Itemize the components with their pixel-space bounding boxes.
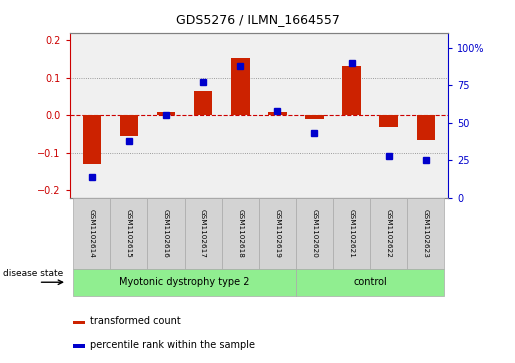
Text: GSM1102620: GSM1102620 xyxy=(312,209,317,258)
Bar xyxy=(380,115,398,127)
Text: GSM1102618: GSM1102618 xyxy=(237,209,243,258)
Text: GSM1102623: GSM1102623 xyxy=(423,209,429,258)
Bar xyxy=(268,112,287,115)
Bar xyxy=(231,58,249,115)
Bar xyxy=(110,198,147,269)
Bar xyxy=(370,198,407,269)
Bar xyxy=(407,198,444,269)
Bar xyxy=(333,198,370,269)
Bar xyxy=(157,112,175,115)
Bar xyxy=(259,198,296,269)
Text: GSM1102616: GSM1102616 xyxy=(163,209,169,258)
Bar xyxy=(119,115,138,136)
Bar xyxy=(296,269,444,296)
Bar xyxy=(342,66,361,115)
Text: control: control xyxy=(353,277,387,287)
Text: disease state: disease state xyxy=(3,269,63,278)
Bar xyxy=(221,198,259,269)
Bar xyxy=(296,198,333,269)
Bar xyxy=(184,198,221,269)
Text: Myotonic dystrophy type 2: Myotonic dystrophy type 2 xyxy=(119,277,250,287)
Bar xyxy=(73,321,84,324)
Bar xyxy=(194,91,212,115)
Bar xyxy=(73,269,296,296)
Text: transformed count: transformed count xyxy=(90,316,180,326)
Text: GSM1102615: GSM1102615 xyxy=(126,209,132,258)
Text: GSM1102619: GSM1102619 xyxy=(274,209,280,258)
Bar xyxy=(417,115,435,140)
Text: GSM1102622: GSM1102622 xyxy=(386,209,392,258)
Text: GSM1102617: GSM1102617 xyxy=(200,209,206,258)
Bar xyxy=(73,344,84,348)
Text: percentile rank within the sample: percentile rank within the sample xyxy=(90,340,254,350)
Text: GSM1102621: GSM1102621 xyxy=(349,209,354,258)
Bar xyxy=(147,198,184,269)
Bar xyxy=(73,198,110,269)
Text: GDS5276 / ILMN_1664557: GDS5276 / ILMN_1664557 xyxy=(176,13,339,26)
Text: GSM1102614: GSM1102614 xyxy=(89,209,95,258)
Bar xyxy=(305,115,324,119)
Bar xyxy=(82,115,101,164)
